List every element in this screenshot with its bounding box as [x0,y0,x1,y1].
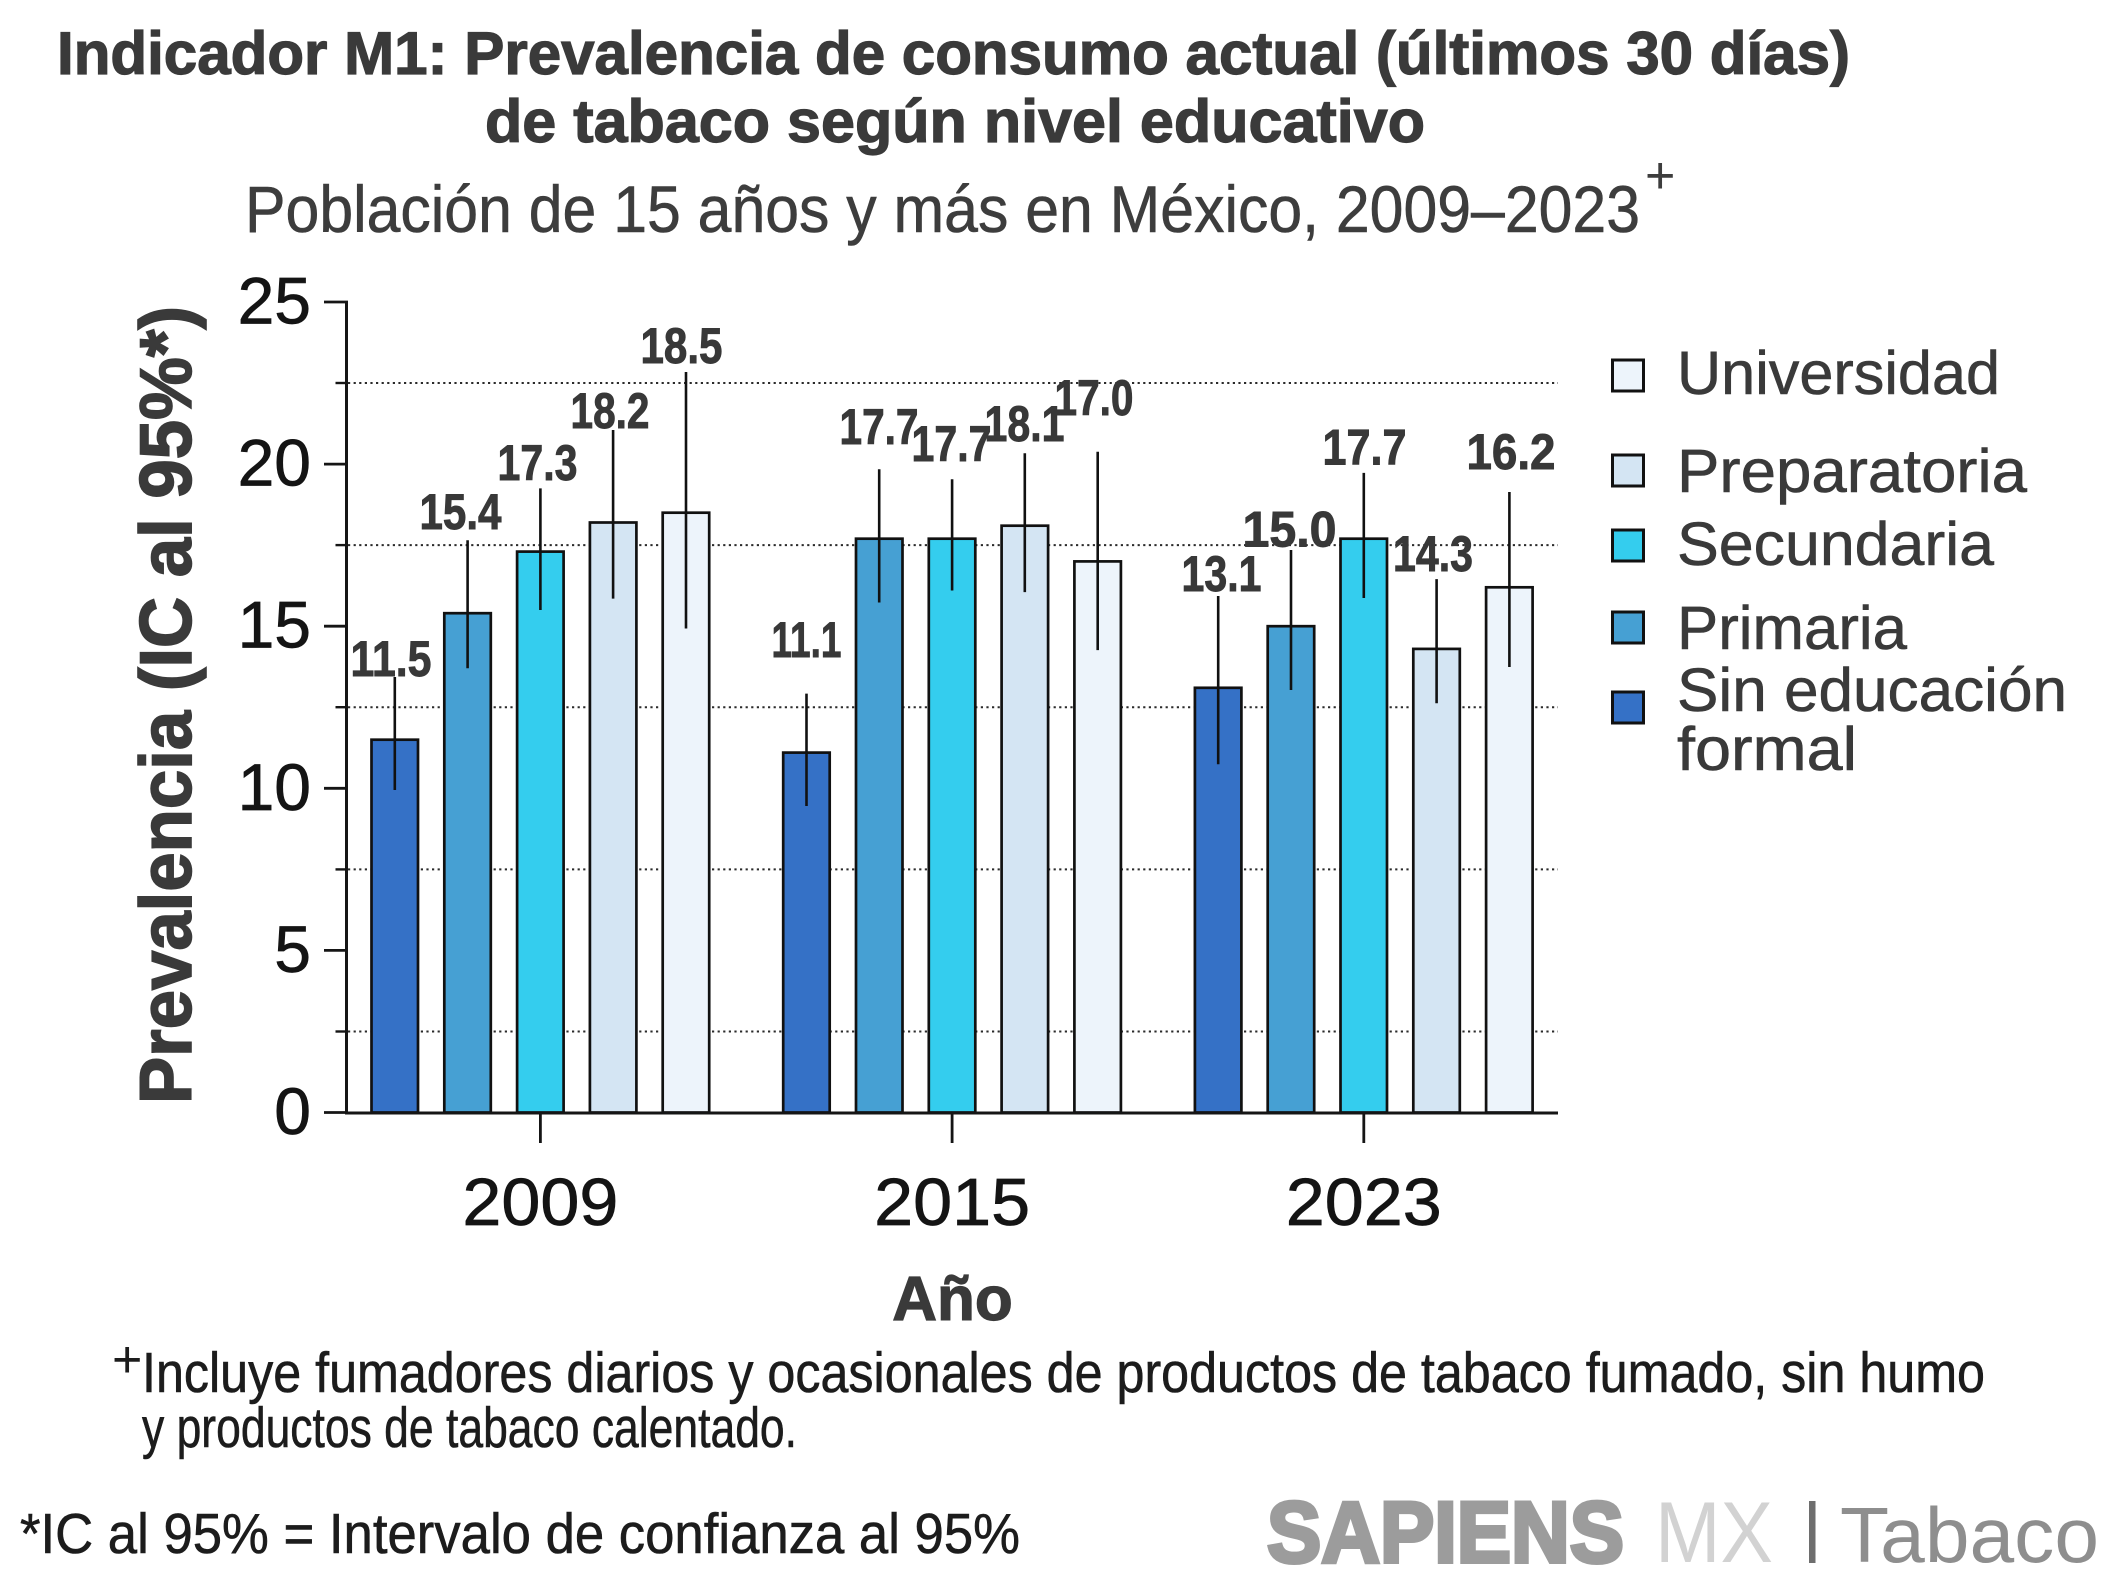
svg-text:25: 25 [238,264,311,338]
svg-text:17.7: 17.7 [912,416,992,472]
svg-text:15: 15 [238,588,311,662]
svg-text:17.7: 17.7 [1323,420,1407,476]
svg-text:+: + [112,1331,142,1389]
svg-text:16.2: 16.2 [1467,424,1556,480]
svg-text:Población de 15 años y más en: Población de 15 años y más en México, 20… [245,172,1640,246]
svg-text:18.1: 18.1 [985,396,1065,452]
svg-text:Prevalencia (IC al 95%*): Prevalencia (IC al 95%*) [126,306,207,1104]
svg-text:Indicador M1: Prevalencia de c: Indicador M1: Prevalencia de consumo act… [57,20,1850,87]
svg-text:Año: Año [892,1265,1013,1334]
svg-text:Tabaco: Tabaco [1840,1491,2099,1579]
svg-text:Sin educación: Sin educación [1677,656,2067,724]
svg-text:17.0: 17.0 [1055,370,1134,426]
svg-text:de tabaco según nivel educativ: de tabaco según nivel educativo [485,88,1425,155]
svg-text:2015: 2015 [874,1165,1030,1240]
svg-text:Incluye fumadores diarios y oc: Incluye fumadores diarios y ocasionales … [142,1341,1985,1405]
svg-text:formal: formal [1677,715,1857,783]
svg-text:+: + [1645,147,1675,205]
svg-text:y productos de tabaco calentad: y productos de tabaco calentado. [142,1396,797,1460]
svg-text:18.5: 18.5 [641,318,723,374]
svg-text:11.1: 11.1 [772,612,842,668]
svg-text:Universidad: Universidad [1677,339,2000,407]
svg-text:10: 10 [238,750,311,824]
svg-text:Primaria: Primaria [1677,594,1907,662]
svg-text:5: 5 [274,912,311,986]
svg-text:17.7: 17.7 [840,399,919,455]
svg-text:Secundaria: Secundaria [1677,510,1994,578]
svg-text:18.2: 18.2 [571,383,650,439]
svg-text:11.5: 11.5 [351,631,432,687]
svg-text:14.3: 14.3 [1393,526,1473,582]
svg-text:Preparatoria: Preparatoria [1677,437,2027,505]
svg-text:0: 0 [274,1074,311,1148]
svg-text:2009: 2009 [462,1165,618,1240]
svg-text:*IC al 95% = Intervalo de conf: *IC al 95% = Intervalo de confianza al 9… [20,1502,1020,1566]
svg-text:2023: 2023 [1286,1165,1442,1240]
svg-text:20: 20 [238,426,311,500]
svg-text:15.0: 15.0 [1243,502,1337,558]
svg-text:15.4: 15.4 [420,484,502,540]
svg-text:MX: MX [1655,1485,1773,1581]
svg-text:17.3: 17.3 [498,435,578,491]
svg-text:13.1: 13.1 [1182,546,1262,602]
svg-text:SAPIENS: SAPIENS [1267,1485,1624,1581]
